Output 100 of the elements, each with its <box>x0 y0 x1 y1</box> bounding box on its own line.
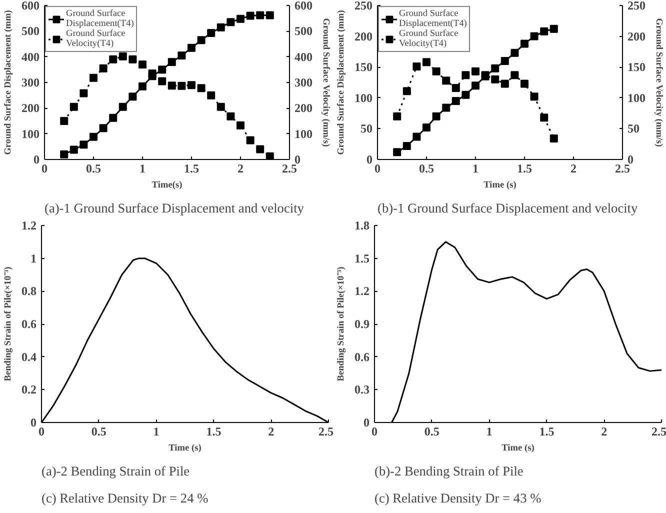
point <box>442 76 450 85</box>
point <box>207 91 216 100</box>
y-tick-label: 1.5 <box>354 251 370 266</box>
point <box>266 152 274 160</box>
point <box>442 104 450 112</box>
y-tick-label: 0.9 <box>354 317 370 331</box>
point <box>168 82 176 90</box>
y-tick-label: 100 <box>354 90 372 105</box>
point <box>216 23 225 32</box>
text: (c) Relative Density Dr = 43 % <box>374 490 542 506</box>
y-tick-label: 0 <box>364 416 370 430</box>
y2-tick-label: 0 <box>294 152 300 166</box>
x-tick-label: 1 <box>140 162 146 176</box>
point <box>491 75 500 84</box>
y-tick-label: 0 <box>366 152 372 166</box>
point <box>158 66 166 74</box>
point <box>520 40 528 48</box>
point <box>128 92 137 101</box>
x-tick-label: 2.5 <box>652 424 666 438</box>
point <box>197 84 206 92</box>
point <box>216 102 225 111</box>
point <box>510 71 519 80</box>
point <box>178 82 186 90</box>
y2-tick-label: 200 <box>628 29 646 44</box>
point <box>530 32 538 40</box>
point <box>452 96 460 105</box>
point <box>256 11 264 20</box>
y-tick-label: 0.6 <box>22 317 36 331</box>
point <box>178 52 186 60</box>
point <box>550 134 558 143</box>
y-tick-label: 1 <box>30 251 36 266</box>
y2-tick-label: 300 <box>294 76 312 90</box>
point <box>472 67 480 76</box>
x-tick-label: 1.5 <box>517 162 532 176</box>
x-tick-label: 2 <box>268 424 274 438</box>
point <box>540 114 548 122</box>
y-tick-label: 0.4 <box>22 350 36 364</box>
y2-tick-label: 100 <box>628 90 646 105</box>
legend-label: Ground Surface Velocity(T4) <box>399 29 458 49</box>
point <box>412 62 421 70</box>
point <box>60 117 68 125</box>
legend-label: Ground Surface Velocity(T4) <box>66 29 126 49</box>
point <box>70 146 78 154</box>
point <box>236 14 244 23</box>
point <box>393 148 402 156</box>
y-axis-title: Bending Strain of Pile(×10⁻³) <box>336 266 346 382</box>
point <box>432 67 440 76</box>
y-tick-label: 300 <box>22 76 40 90</box>
point <box>452 84 460 92</box>
text: (a)-1 Ground Surface Displacement and velocity <box>44 200 304 216</box>
point <box>128 55 137 64</box>
point <box>109 114 118 122</box>
x-axis-title: Time (s) <box>484 180 516 190</box>
x-tick-label: 0.5 <box>91 424 106 438</box>
y-tick-label: 200 <box>354 29 372 44</box>
point <box>246 136 254 144</box>
point <box>118 102 127 111</box>
point <box>500 56 509 65</box>
y2-axis-title: Ground Surface Velocity (mm/s) <box>654 18 664 147</box>
y-axis-title: Ground Surface Displacement (mm) <box>336 10 346 155</box>
point <box>138 60 146 69</box>
x-tick-label: 1.5 <box>184 162 199 176</box>
point <box>550 24 558 33</box>
y2-tick-label: 400 <box>294 50 312 64</box>
y-tick-label: 500 <box>22 24 40 38</box>
point <box>266 11 274 20</box>
x-tick-label: 0.5 <box>86 162 101 176</box>
x-tick-label: 0.5 <box>419 162 434 176</box>
y-tick-label: 0.8 <box>22 284 36 298</box>
point <box>109 55 118 64</box>
point <box>99 64 108 72</box>
x-axis-title: Time (s) <box>168 444 202 454</box>
y2-tick-label: 150 <box>628 60 646 74</box>
x-tick-label: 2 <box>238 162 244 176</box>
x-axis-title: Time(s) <box>152 180 182 190</box>
y-tick-label: 400 <box>22 50 40 64</box>
y-tick-label: 50 <box>360 122 372 136</box>
y-tick-label: 1.2 <box>354 284 370 298</box>
point <box>188 81 196 90</box>
point <box>472 82 480 90</box>
y-tick-label: 0.2 <box>22 382 36 397</box>
x-tick-label: 1.5 <box>539 424 554 438</box>
y2-tick-label: 0 <box>628 152 634 166</box>
point <box>393 112 402 120</box>
point <box>500 80 509 88</box>
point <box>520 80 528 88</box>
y-tick-label: 0 <box>30 416 36 430</box>
legend-label: Ground Surface Displacement(T4) <box>399 9 467 29</box>
point <box>412 132 421 141</box>
x-tick-label: 0.5 <box>424 424 440 438</box>
y-tick-label: 200 <box>22 101 40 116</box>
y-axis-title: Ground Surface Displacement (mm) <box>4 10 14 155</box>
y2-tick-label: 600 <box>294 0 312 12</box>
point <box>99 124 108 132</box>
y2-tick-label: 50 <box>628 122 640 136</box>
point <box>510 48 519 57</box>
y2-tick-label: 500 <box>294 24 312 38</box>
y-tick-label: 100 <box>22 126 40 141</box>
point <box>188 44 196 52</box>
x-tick-label: 1 <box>486 424 492 438</box>
